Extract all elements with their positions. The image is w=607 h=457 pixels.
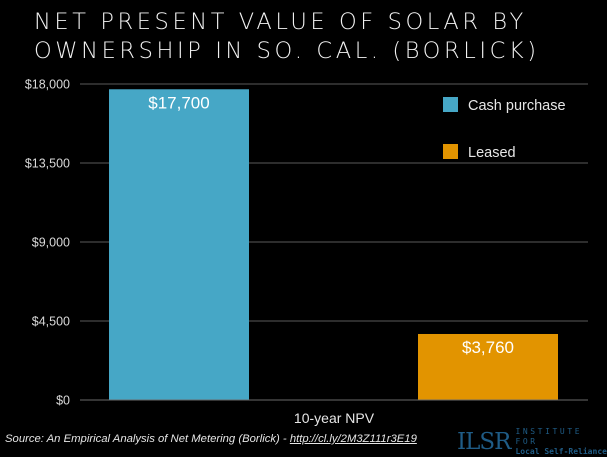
y-tick-label: $0 <box>56 394 70 408</box>
legend-label: Leased <box>468 145 516 161</box>
bar-cash-purchase <box>109 89 249 401</box>
source-citation: Source: An Empirical Analysis of Net Met… <box>5 433 417 445</box>
y-tick-label: $4,500 <box>32 315 70 329</box>
legend-swatch <box>443 144 458 159</box>
data-label: $17,700 <box>148 93 209 112</box>
y-tick-label: $9,000 <box>32 236 70 250</box>
x-category-label: 10-year NPV <box>294 410 375 426</box>
ilsr-logo-line-1: INSTITUTE FOR <box>515 427 583 446</box>
y-tick-label: $13,500 <box>25 157 70 171</box>
chart-title-line-2: OWNERSHIP IN SO. CAL. (BORLICK) <box>34 38 540 64</box>
source-text: Source: An Empirical Analysis of Net Met… <box>5 433 290 445</box>
ilsr-logo-mark: ILSR <box>457 429 511 455</box>
y-tick-label: $18,000 <box>25 78 70 92</box>
ilsr-logo-line-2: Local Self-Reliance <box>515 447 607 456</box>
legend-swatch <box>443 97 458 112</box>
ilsr-logo: ILSR INSTITUTE FOR Local Self-Reliance <box>457 427 607 457</box>
source-link[interactable]: http://cl.ly/2M3Z111r3E19 <box>289 433 417 445</box>
ilsr-logo-text: INSTITUTE FOR Local Self-Reliance <box>515 427 607 457</box>
chart-title: NET PRESENT VALUE OF SOLAR BY OWNERSHIP … <box>34 8 594 66</box>
chart-title-line-1: NET PRESENT VALUE OF SOLAR BY <box>34 9 527 35</box>
data-label: $3,760 <box>462 338 514 357</box>
bar-leased <box>418 333 558 400</box>
legend-label: Cash purchase <box>468 98 566 114</box>
